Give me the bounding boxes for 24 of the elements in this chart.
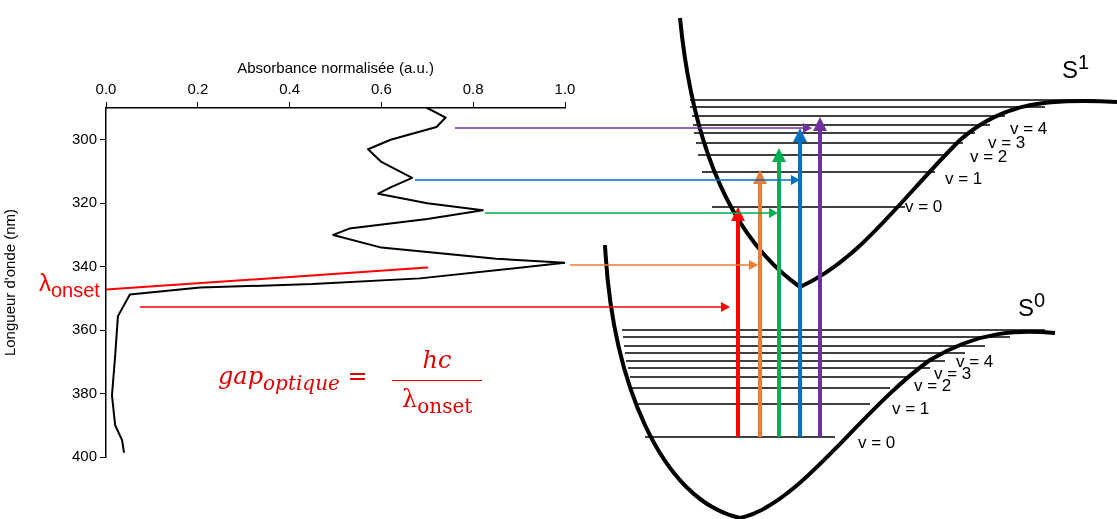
text: v = 1 [945, 169, 983, 188]
annotation: gap$_{optique}$ = [218, 362, 368, 395]
y-axis-title: Longueur d'onde (nm) [1, 208, 19, 357]
x-axis-title: Absorbance normalisée (a.u.) [237, 59, 434, 77]
x-tick-label: 0.4 [279, 80, 301, 98]
text: S$^{0}$ [1018, 289, 1046, 321]
y-tick-label: 380 [71, 383, 97, 401]
x-tick-label: 0.6 [370, 80, 392, 98]
annotation: λ$_{onset}$ [402, 385, 473, 418]
text: v = 2 [970, 147, 1008, 166]
y-tick-label: 360 [71, 320, 97, 338]
x-tick-label: 1.0 [554, 80, 576, 98]
text: v = 0 [905, 197, 943, 216]
x-tick-label: 0.2 [187, 80, 209, 98]
text: v = 0 [858, 433, 896, 452]
x-tick-label: 0.0 [95, 80, 117, 98]
y-tick-label: 300 [71, 129, 97, 147]
text: v = 1 [892, 399, 930, 418]
annotation: hc [422, 346, 452, 374]
y-tick-label: 340 [71, 256, 97, 274]
y-tick-label: 320 [71, 193, 97, 211]
y-tick-label: 400 [71, 447, 97, 465]
x-tick-label: 0.8 [462, 80, 484, 98]
text: S$^{1}$ [1062, 51, 1090, 83]
